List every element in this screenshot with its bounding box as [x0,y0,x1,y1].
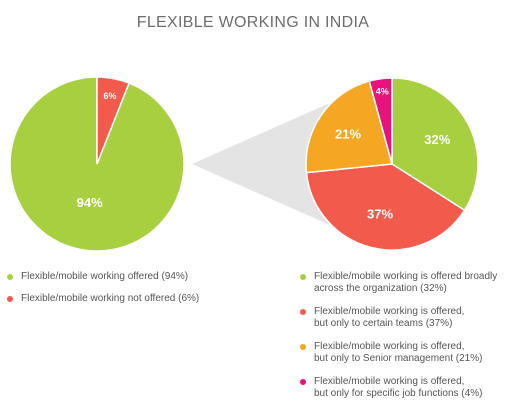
pie1-data-label-2: 6% [104,91,117,101]
legend-swatch [300,274,306,280]
pie2-data-label-1: 32% [424,132,450,147]
pie2-slice-2 [305,163,466,251]
legend-item-2-3: Flexible/mobile working is offered, but … [300,341,500,365]
pie2-data-label-4: 4% [376,87,389,97]
legend-swatch [300,379,306,385]
pie2-slice-3 [305,80,393,174]
legend-item-2-2: Flexible/mobile working is offered, but … [300,306,500,330]
legend-left: Flexible/mobile working offered (94%) Fle… [7,271,247,315]
legend-label: Flexible/mobile working is offered broad… [314,271,498,294]
pie1-data-label-1: 94% [77,195,103,210]
legend-item-2-1: Flexible/mobile working is offered broad… [300,271,500,295]
pie2-data-label-3: 21% [335,126,361,141]
pie1-slice-2 [96,76,131,165]
legend-item-2-4: Flexible/mobile working is offered, but … [300,376,500,400]
legend-swatch [300,309,306,315]
legend-swatch [7,296,13,302]
legend-label: Flexible/mobile working offered (94%) [21,271,189,282]
legend-right: Flexible/mobile working is offered broad… [300,271,500,411]
legend-label: Flexible/mobile working not offered (6%) [21,293,200,304]
pie2-slice-4 [368,77,393,165]
pie2-data-label-2: 37% [367,207,393,222]
legend-label: Flexible/mobile working is offered, but … [314,306,465,329]
legend-item-1-1: Flexible/mobile working offered (94%) [7,271,247,283]
chart-title: FLEXIBLE WORKING IN INDIA [136,14,370,31]
legend-label: Flexible/mobile working is offered, but … [314,341,483,364]
legend-label: Flexible/mobile working is offered, but … [314,376,483,399]
legend-item-1-2: Flexible/mobile working not offered (6%) [7,293,247,305]
legend-swatch [300,344,306,350]
legend-swatch [7,274,13,280]
